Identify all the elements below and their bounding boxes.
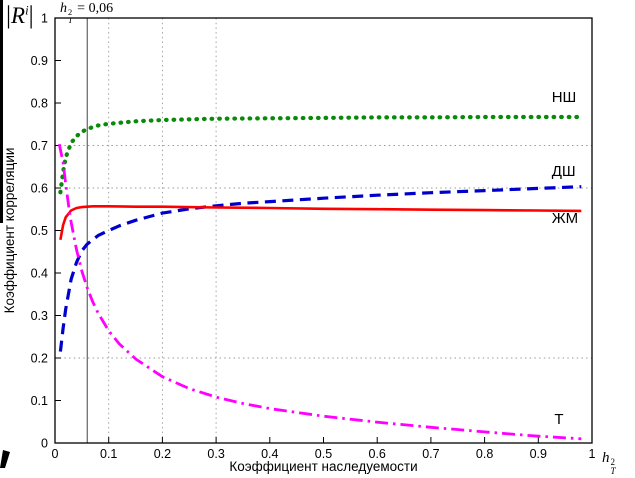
- series-t-line: [57, 143, 582, 441]
- y-tick-label: 0.4: [31, 267, 48, 281]
- x-tick-label: 0.3: [207, 447, 224, 461]
- y-tick-label: 0: [41, 437, 48, 451]
- y-axis-title: Коэффициент корреляции: [2, 148, 17, 314]
- x-axis-title: Коэффициент наследуемости: [229, 459, 417, 474]
- vline-h-sub: T: [68, 16, 73, 26]
- r-formula-base: R: [11, 3, 26, 28]
- x-tick-label: 0.2: [154, 447, 171, 461]
- scan-artifact-bottom-left: [0, 450, 10, 468]
- y-tick-label: 0.3: [31, 309, 48, 323]
- y-tick-label: 1: [41, 12, 48, 26]
- x-tick-label: 0.4: [261, 447, 278, 461]
- scan-artifact-left-bar: [0, 0, 3, 223]
- r-formula: |Ri|: [6, 2, 34, 30]
- x-tick-label: 1: [589, 447, 596, 461]
- y-tick-label: 0.8: [31, 97, 48, 111]
- y-tick-label: 0.5: [31, 224, 48, 238]
- series-dsh-line: [58, 185, 582, 352]
- abs-bar-open: |: [6, 2, 12, 29]
- y-tick-label: 0.2: [31, 352, 48, 366]
- x-tick-label: 0.1: [100, 447, 117, 461]
- y-tick-label: 0.6: [31, 182, 48, 196]
- y-tick-label: 0.1: [31, 394, 48, 408]
- x-tick-label: 0.5: [315, 447, 332, 461]
- series-dsh-label: ДШ: [552, 163, 576, 180]
- vline-h-sup: 2: [68, 7, 73, 17]
- series-t-label: Т: [554, 411, 563, 428]
- x-symbol-base: h: [602, 450, 610, 466]
- vline-eq-text: = 0,06: [73, 1, 114, 16]
- x-tick-label: 0: [52, 447, 59, 461]
- vline-h-base: h: [60, 1, 67, 16]
- x-tick-label: 0.7: [422, 447, 439, 461]
- x-symbol-sup: 2: [610, 457, 616, 468]
- x-symbol-sub: T: [610, 466, 616, 477]
- x-tick-label: 0.9: [530, 447, 547, 461]
- plot-border: [54, 17, 593, 444]
- x-tick-label: 0.8: [476, 447, 493, 461]
- x-tick-label: 0.6: [369, 447, 386, 461]
- series-nsh-line: [58, 114, 584, 195]
- y-tick-label: 0.9: [31, 54, 48, 68]
- abs-bar-close: |: [28, 2, 34, 29]
- r-formula-sup: i: [25, 3, 29, 18]
- series-nsh-label: НШ: [552, 89, 577, 106]
- series-zhm-label: ЖМ: [552, 210, 578, 227]
- y-tick-label: 0.7: [31, 139, 48, 153]
- series-zhm-line: [59, 205, 582, 241]
